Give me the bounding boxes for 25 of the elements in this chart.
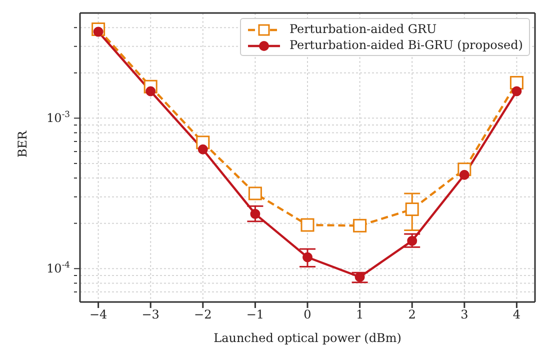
legend-label: Perturbation-aided GRU — [288, 21, 438, 37]
x-tick-label: −4 — [89, 308, 108, 322]
x-tick-label: −2 — [194, 308, 212, 322]
y-tick-label: 10$^{-4}$ — [46, 260, 70, 276]
y-axis-title: BER — [15, 130, 30, 158]
point — [407, 236, 418, 246]
point — [512, 86, 522, 96]
x-axis-title: Launched optical power (dBm) — [214, 331, 402, 345]
x-tick-label: 3 — [460, 308, 468, 322]
point — [354, 272, 365, 282]
y-tick-label: 10$^{-3}$ — [46, 109, 70, 126]
x-tick-label: −1 — [246, 308, 264, 322]
x-tick-label: 1 — [356, 308, 364, 322]
x-tick-label: −3 — [142, 308, 160, 322]
point — [353, 218, 367, 232]
x-tick-label: 4 — [512, 308, 521, 322]
legend-label: Perturbation-aided Bi-GRU (proposed) — [288, 37, 523, 53]
x-tick-label: 2 — [408, 308, 416, 322]
x-tick-label: 0 — [304, 308, 312, 322]
point — [198, 144, 208, 154]
point — [248, 186, 262, 200]
point — [302, 252, 312, 262]
point — [300, 218, 314, 232]
point — [405, 202, 419, 216]
point — [250, 208, 260, 219]
